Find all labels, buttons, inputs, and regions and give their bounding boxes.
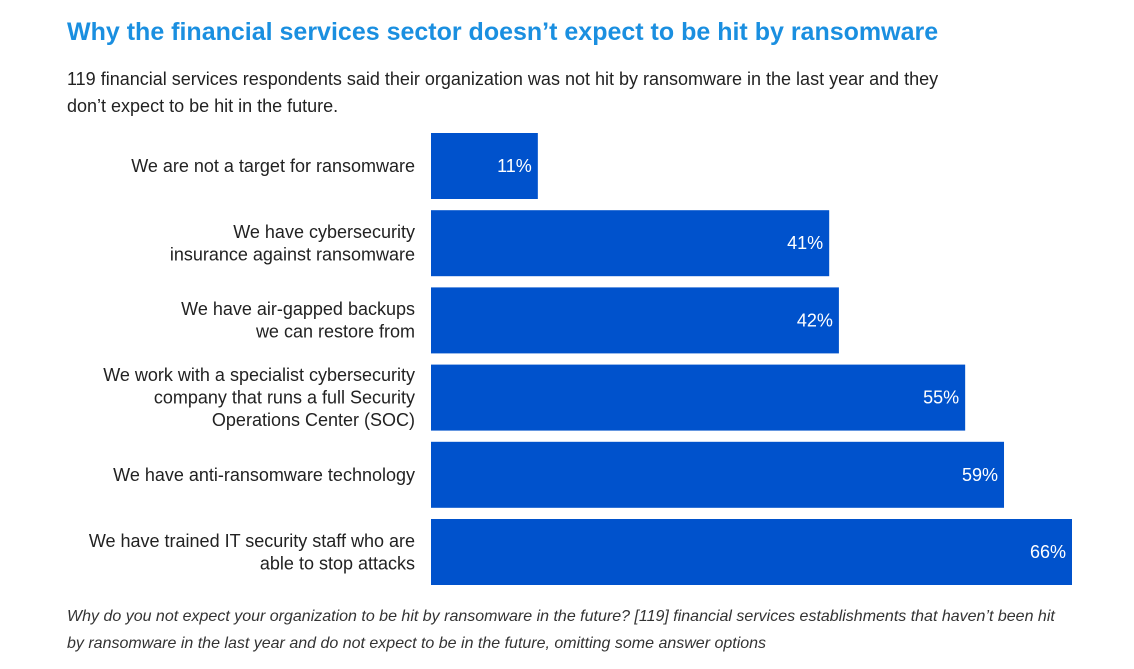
category-label: We have trained IT security staff who ar… (89, 531, 415, 551)
bar (431, 210, 830, 277)
bar (431, 441, 1005, 508)
chart-footnote: Why do you not expect your organization … (67, 608, 1055, 652)
category-label: We have anti-ransomware technology (113, 465, 415, 485)
bar (431, 133, 538, 199)
bar-value-label: 59% (962, 465, 998, 485)
bar-value-label: 55% (923, 388, 959, 408)
chart-title: Why the financial services sector doesn’… (67, 18, 939, 46)
category-label: We have cybersecurity (233, 222, 415, 242)
category-label: We have air-gapped backups (181, 299, 415, 319)
bar (431, 287, 839, 354)
bar-value-label: 42% (797, 310, 833, 330)
category-label: We work with a specialist cybersecurity (103, 365, 415, 385)
category-label: Operations Center (SOC) (212, 410, 415, 430)
bar (431, 364, 966, 431)
category-label: company that runs a full Security (154, 388, 415, 408)
bar-value-label: 11% (497, 156, 532, 176)
category-label: we can restore from (255, 322, 415, 342)
bar (431, 519, 1072, 585)
chart-subtitle: 119 financial services respondents said … (67, 69, 939, 116)
bar-value-label: 66% (1030, 542, 1066, 562)
category-label: We are not a target for ransomware (131, 156, 415, 176)
bar-value-label: 41% (787, 233, 823, 253)
category-label: able to stop attacks (260, 553, 415, 573)
category-label: insurance against ransomware (170, 244, 415, 264)
